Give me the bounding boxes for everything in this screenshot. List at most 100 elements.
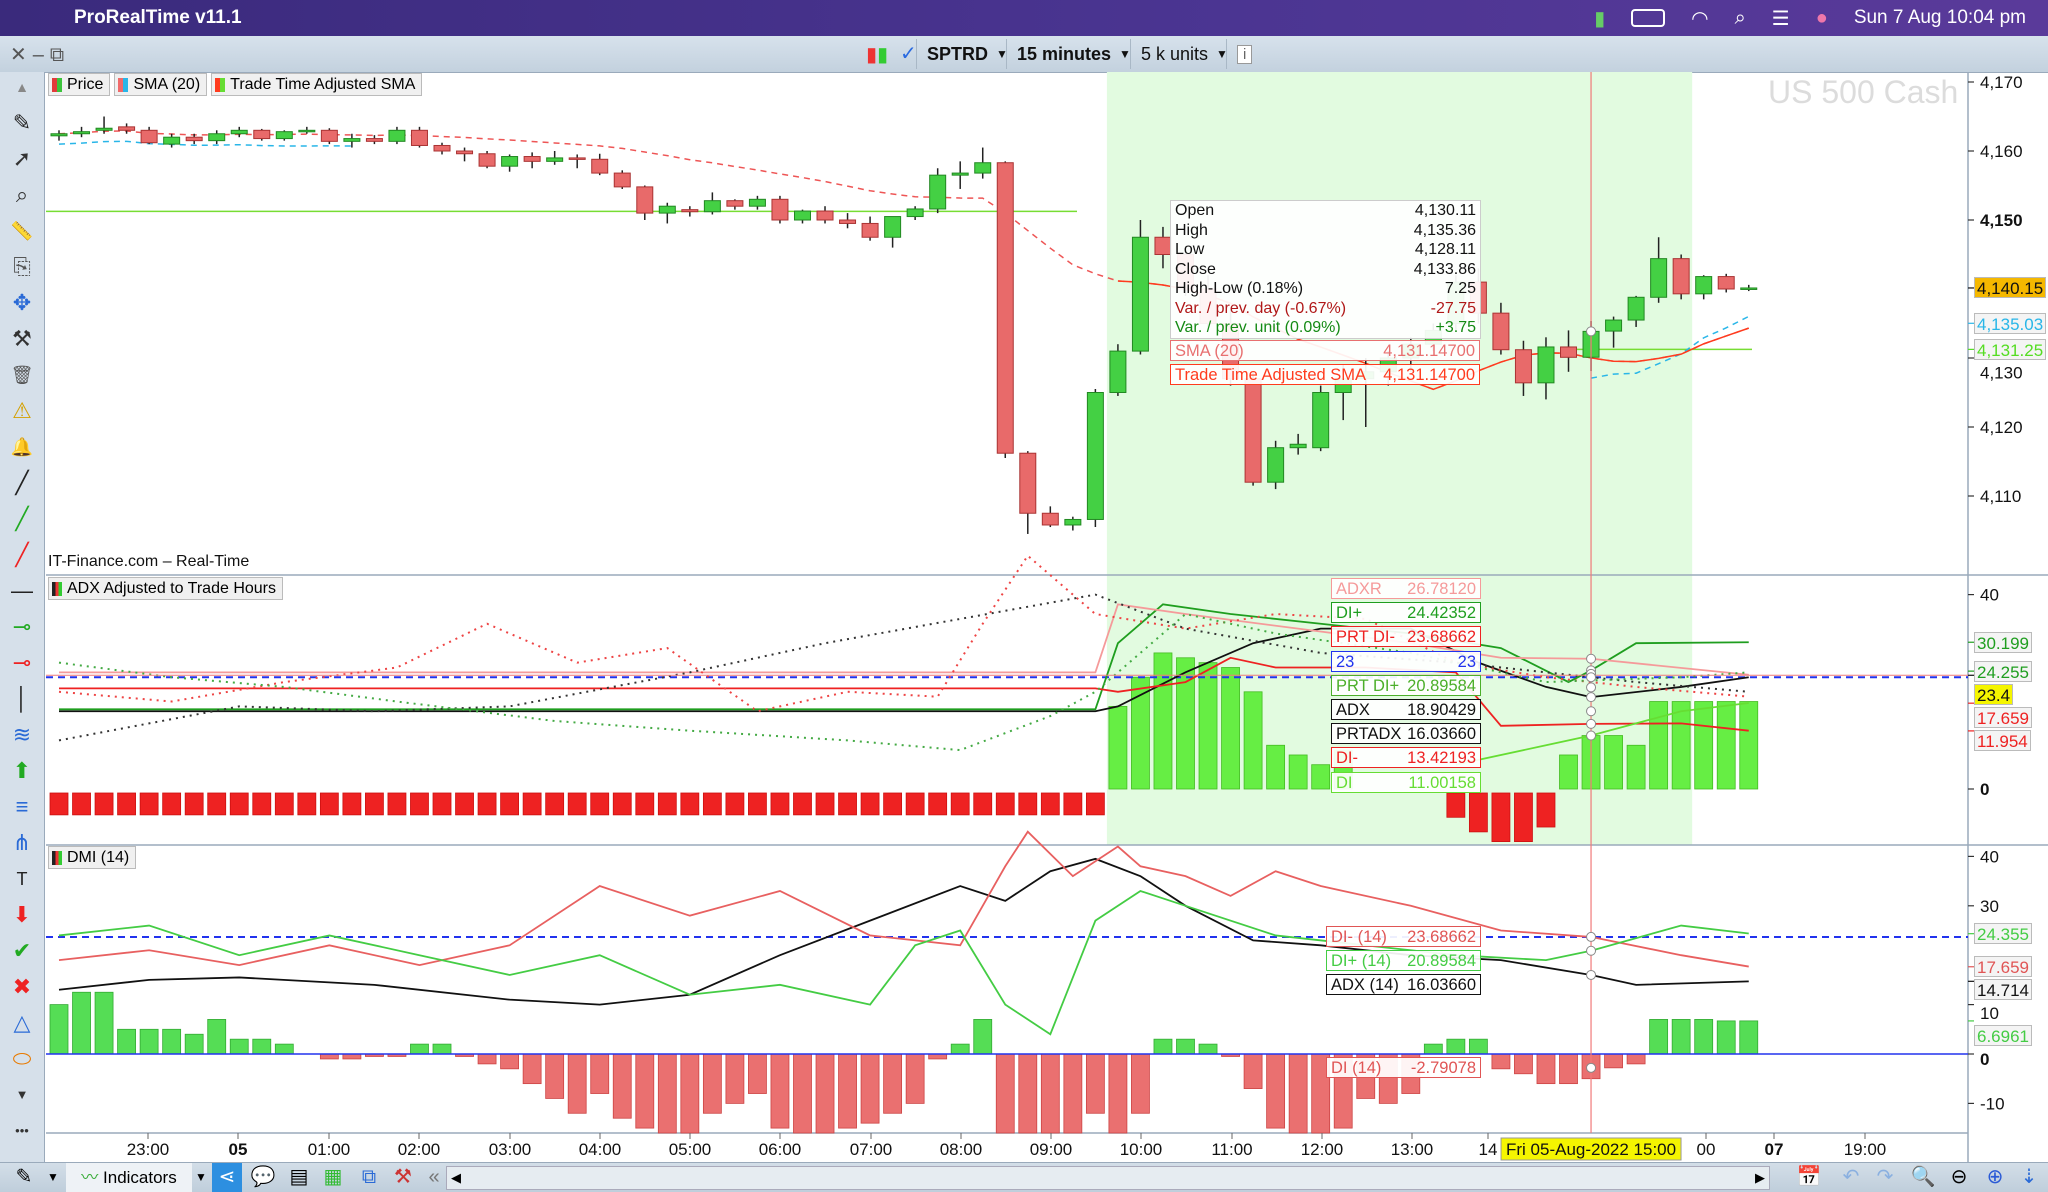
bearish-candle[interactable] bbox=[1514, 349, 1532, 384]
dmi-legend[interactable]: DMI (14) bbox=[48, 846, 137, 869]
bullish-candle[interactable] bbox=[884, 216, 902, 238]
bearish-candle[interactable] bbox=[1019, 452, 1037, 514]
bullish-candle[interactable] bbox=[388, 129, 406, 142]
pencil-icon[interactable]: ✎ bbox=[12, 110, 32, 135]
bearish-candle[interactable] bbox=[636, 186, 654, 214]
bullish-candle[interactable] bbox=[50, 133, 68, 137]
bullish-candle[interactable] bbox=[1064, 518, 1082, 526]
order-book-icon[interactable]: ▦ bbox=[323, 1166, 343, 1188]
bearish-candle[interactable] bbox=[410, 129, 428, 146]
scroll-up-icon[interactable]: ▲ bbox=[15, 79, 29, 95]
link-icon[interactable]: ✓ bbox=[900, 43, 917, 65]
bearish-candle[interactable] bbox=[1560, 346, 1578, 358]
rewind-icon[interactable]: « bbox=[428, 1166, 440, 1188]
sell-arrow-icon[interactable]: ⬇ bbox=[12, 902, 32, 927]
backtest-icon[interactable]: ⚒ bbox=[394, 1166, 412, 1188]
cursor-icon[interactable]: ➚ bbox=[12, 146, 32, 171]
auto-zoom-icon[interactable]: 🔍 bbox=[1910, 1166, 1936, 1188]
bearish-candle[interactable] bbox=[771, 198, 789, 221]
bullish-candle[interactable] bbox=[1131, 236, 1149, 352]
bullish-candle[interactable] bbox=[703, 200, 721, 213]
check-icon[interactable]: ✔ bbox=[12, 938, 32, 963]
bullish-candle[interactable] bbox=[658, 205, 676, 214]
bullish-candle[interactable] bbox=[1605, 319, 1623, 332]
bearish-candle[interactable] bbox=[591, 158, 609, 174]
control-center-icon[interactable]: ☰ bbox=[1771, 7, 1790, 30]
bearish-candle[interactable] bbox=[433, 144, 451, 152]
legend-item[interactable]: Price bbox=[48, 73, 111, 96]
window-controls[interactable]: ✕–⧉ bbox=[10, 44, 71, 66]
candlestick-style-icon[interactable]: ▮▮ bbox=[866, 44, 889, 66]
legend-item[interactable]: Trade Time Adjusted SMA bbox=[211, 73, 423, 96]
bullish-candle[interactable] bbox=[230, 129, 248, 135]
vertical-line-icon[interactable]: │ bbox=[15, 686, 29, 711]
bearish-candle[interactable] bbox=[140, 129, 158, 144]
drawing-mode-icon[interactable]: ✎ bbox=[15, 1166, 33, 1188]
tools-icon[interactable]: ⚒ bbox=[12, 326, 32, 351]
comment-icon[interactable]: 💬 bbox=[250, 1166, 276, 1188]
bullish-candle[interactable] bbox=[95, 127, 113, 131]
green-line-icon[interactable]: ╱ bbox=[15, 506, 29, 531]
bearish-candle[interactable] bbox=[253, 129, 271, 140]
units-select[interactable]: 5 k units ▼ bbox=[1130, 39, 1238, 69]
bullish-candle[interactable] bbox=[1289, 443, 1307, 449]
bullish-candle[interactable] bbox=[951, 172, 969, 176]
move-icon[interactable]: ✥ bbox=[12, 290, 32, 315]
timeframe-select[interactable]: 15 minutes ▼ bbox=[1006, 39, 1141, 69]
green-segment-icon[interactable]: ⊸ bbox=[12, 614, 32, 639]
chevron-down-icon[interactable]: ▼ bbox=[195, 1170, 207, 1184]
bullish-candle[interactable] bbox=[1650, 258, 1668, 298]
bearish-candle[interactable] bbox=[816, 210, 834, 221]
bearish-candle[interactable] bbox=[1672, 258, 1690, 295]
info-button[interactable]: i bbox=[1226, 39, 1262, 69]
bearish-candle[interactable] bbox=[1154, 236, 1172, 255]
copy-icon[interactable]: ⎘ bbox=[13, 254, 31, 279]
bullish-candle[interactable] bbox=[546, 157, 564, 162]
line-icon[interactable]: ╱ bbox=[15, 470, 29, 495]
bearish-candle[interactable] bbox=[861, 222, 879, 238]
horizontal-line-icon[interactable]: — bbox=[11, 578, 33, 603]
zoom-in-icon[interactable]: ⊕ bbox=[1986, 1166, 2004, 1188]
bullish-candle[interactable] bbox=[208, 133, 226, 142]
bearish-candle[interactable] bbox=[320, 129, 338, 142]
bullish-candle[interactable] bbox=[73, 131, 91, 135]
bullish-candle[interactable] bbox=[1627, 296, 1645, 321]
chart-area[interactable]: 4,170 4,160 4,150 4,130 4,120 4,110 40 0 40 30 10 0… bbox=[0, 0, 2048, 1162]
bullish-candle[interactable] bbox=[1086, 392, 1104, 520]
battery-icon[interactable] bbox=[1631, 9, 1666, 27]
scroll-to-end-icon[interactable]: ⇣ bbox=[2020, 1166, 2038, 1188]
bullish-candle[interactable] bbox=[793, 210, 811, 221]
bearish-candle[interactable] bbox=[1717, 276, 1735, 290]
bell-icon[interactable]: 🔔 bbox=[10, 437, 34, 457]
bearish-candle[interactable] bbox=[726, 200, 744, 207]
trash-icon[interactable]: 🗑 bbox=[10, 365, 34, 385]
bullish-candle[interactable] bbox=[748, 198, 766, 207]
bullish-candle[interactable] bbox=[1109, 350, 1127, 394]
bullish-candle[interactable] bbox=[1537, 346, 1555, 384]
bearish-candle[interactable] bbox=[523, 156, 541, 162]
bearish-candle[interactable] bbox=[839, 219, 857, 224]
indicators-button[interactable]: 〰 Indicators bbox=[66, 1163, 192, 1192]
siri-icon[interactable]: ● bbox=[1815, 6, 1828, 29]
red-segment-icon[interactable]: ⊸ bbox=[12, 650, 32, 675]
text-icon[interactable]: T bbox=[16, 869, 28, 889]
pitchfork-icon[interactable]: ⋔ bbox=[12, 830, 32, 855]
zoom-icon[interactable]: ⌕ bbox=[15, 182, 29, 207]
share-icon[interactable]: ⋖ bbox=[212, 1163, 242, 1192]
redo-icon[interactable]: ↷ bbox=[1876, 1166, 1894, 1188]
bearish-candle[interactable] bbox=[681, 209, 699, 213]
bullish-candle[interactable] bbox=[1312, 392, 1330, 449]
clock[interactable]: Sun 7 Aug 10:04 pm bbox=[1853, 7, 2026, 28]
bullish-candle[interactable] bbox=[974, 162, 992, 174]
bearish-candle[interactable] bbox=[1244, 378, 1262, 483]
dmi-indicator-label[interactable]: DMI (14) bbox=[48, 846, 137, 869]
close-order-icon[interactable]: ✖ bbox=[12, 974, 32, 999]
bullish-candle[interactable] bbox=[929, 174, 947, 210]
wifi-icon[interactable]: ◠ bbox=[1691, 7, 1709, 30]
spotlight-icon[interactable]: ⌕ bbox=[1734, 6, 1746, 29]
bullish-candle[interactable] bbox=[275, 131, 293, 140]
bearish-candle[interactable] bbox=[1492, 312, 1510, 351]
chevron-down-icon[interactable]: ▼ bbox=[47, 1170, 59, 1184]
report-icon[interactable]: ▤ bbox=[289, 1166, 309, 1188]
adx-legend[interactable]: ADX Adjusted to Trade Hours bbox=[48, 577, 283, 600]
